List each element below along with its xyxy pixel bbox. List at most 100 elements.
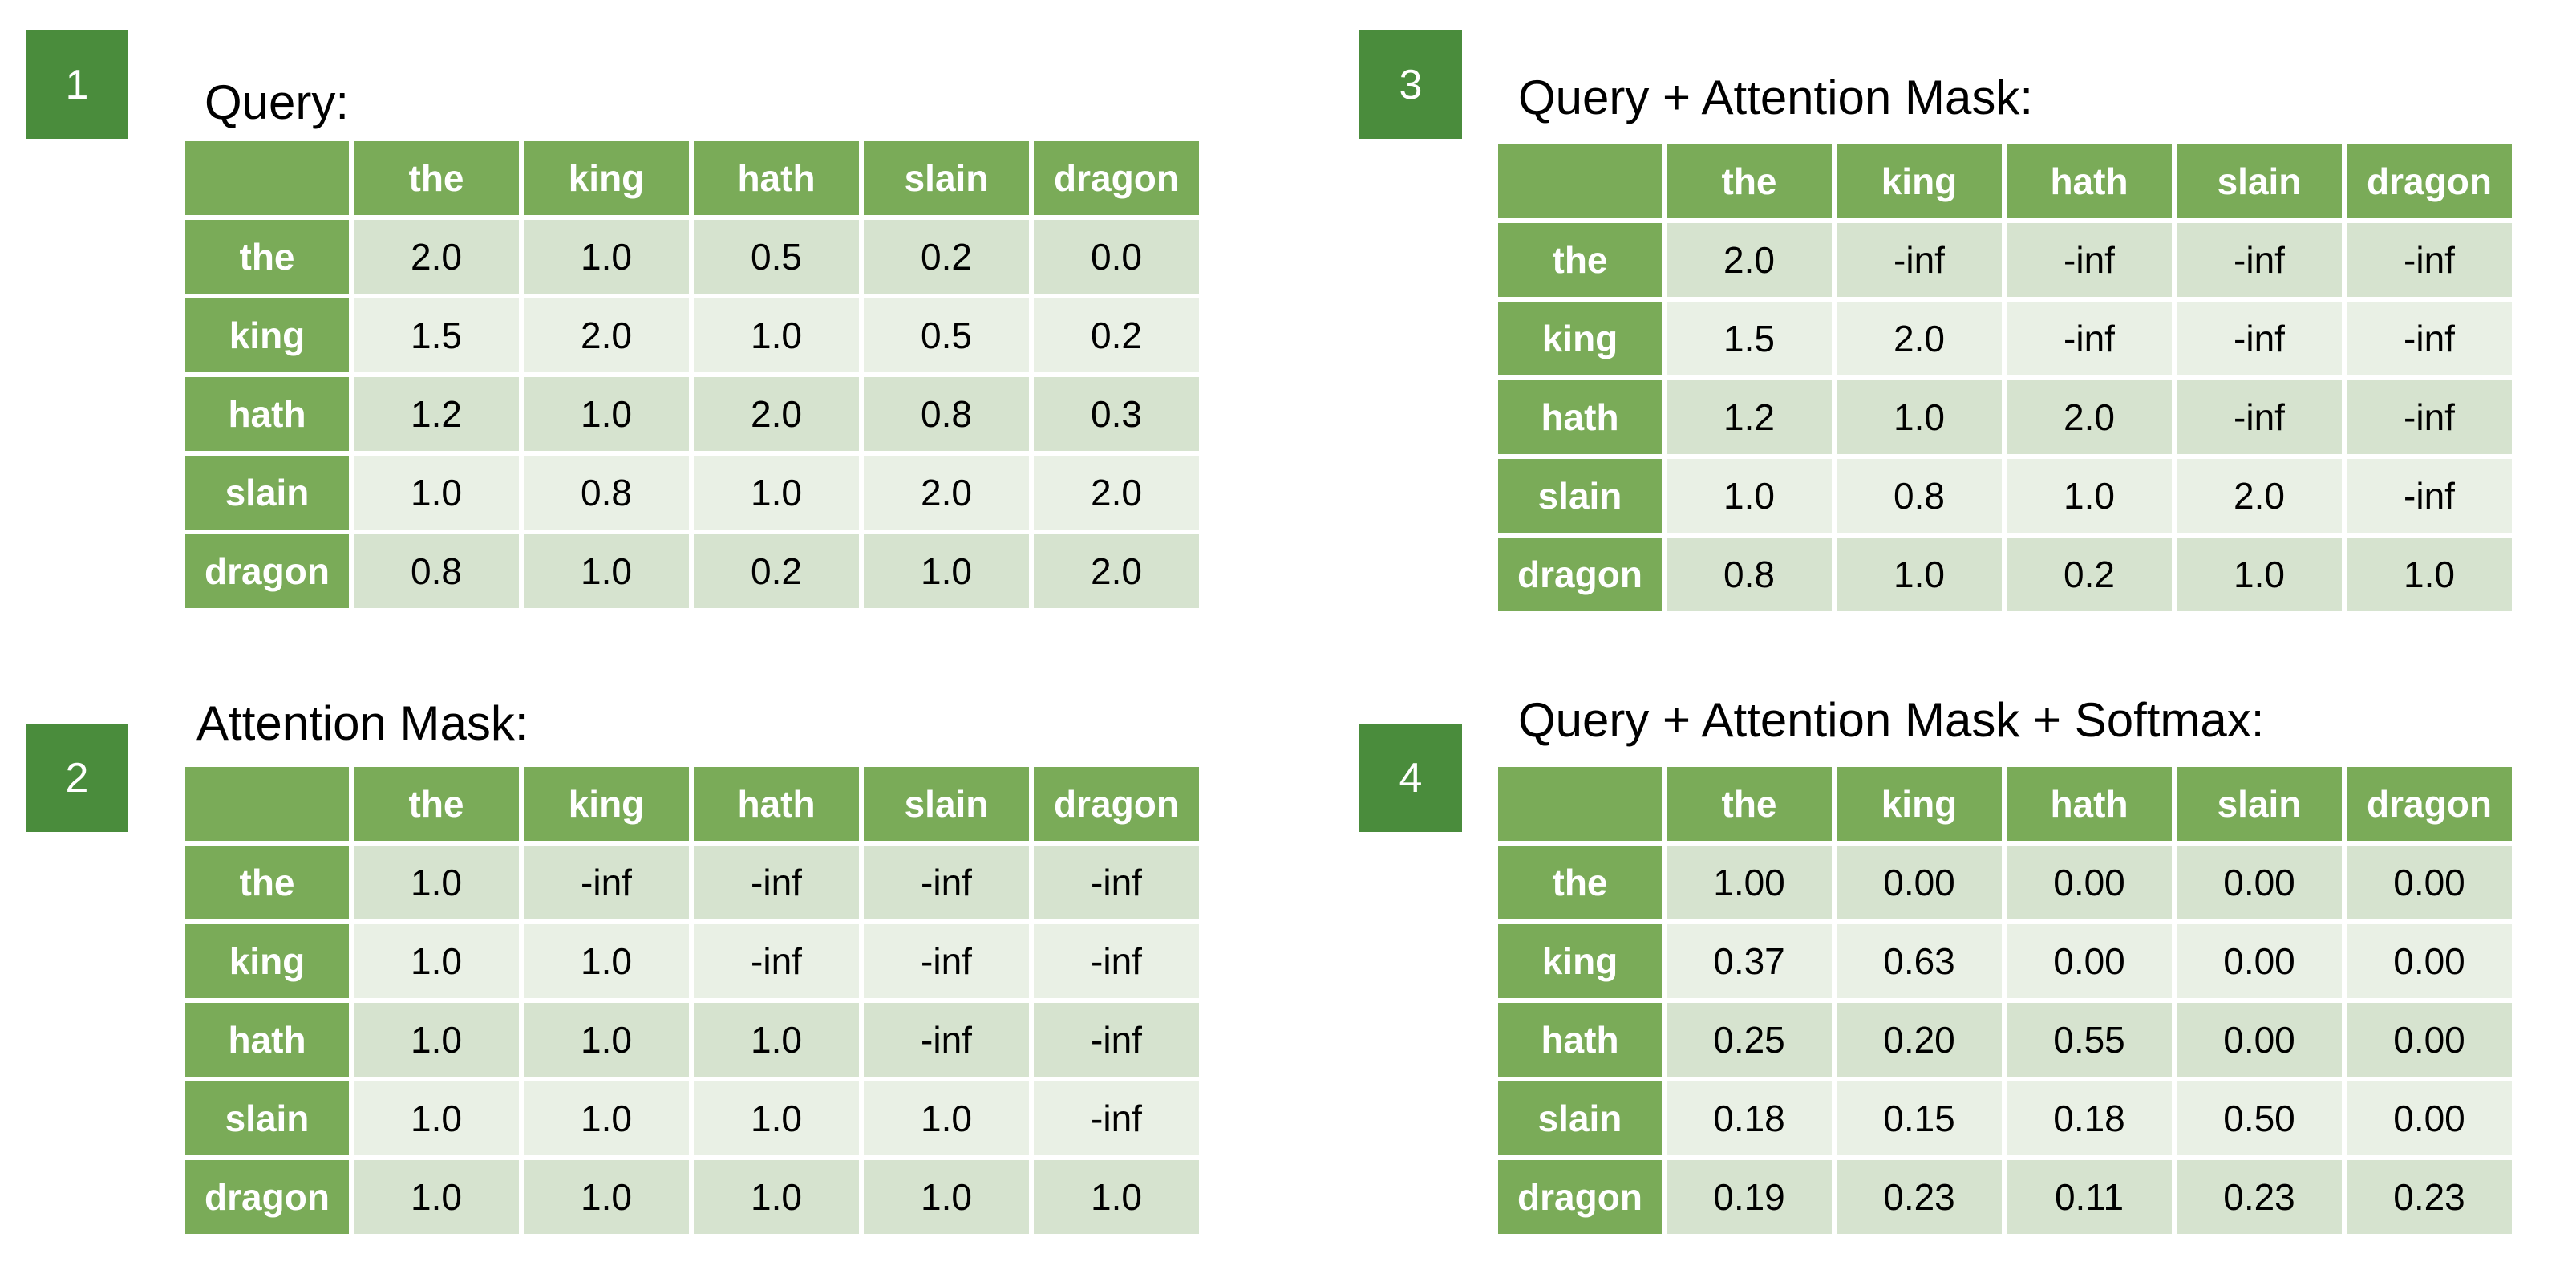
row-header: the <box>1498 223 1662 297</box>
matrix-cell: 0.5 <box>694 220 859 294</box>
matrix-cell: 1.0 <box>354 456 519 530</box>
matrix-cell: -inf <box>2177 302 2342 375</box>
table-row: dragon 0.8 1.0 0.2 1.0 1.0 <box>1498 538 2512 611</box>
query-matrix-table: the king hath slain dragon the 2.0 1.0 0.5 0.2 0.0… <box>180 136 1204 613</box>
matrix-cell: 0.23 <box>2347 1160 2512 1234</box>
matrix-cell: -inf <box>864 846 1029 919</box>
column-header: dragon <box>1034 767 1199 841</box>
matrix-cell: 1.0 <box>524 1003 689 1077</box>
matrix-cell: -inf <box>2177 223 2342 297</box>
panel-title: Query + Attention Mask + Softmax: <box>1518 693 2265 747</box>
matrix-cell: -inf <box>2347 380 2512 454</box>
column-header: the <box>354 767 519 841</box>
matrix-cell: 1.0 <box>354 924 519 998</box>
query-plus-mask-matrix-table: the king hath slain dragon the 2.0 -inf -inf -inf… <box>1493 140 2517 616</box>
matrix-cell: 0.55 <box>2007 1003 2172 1077</box>
matrix-cell: 0.50 <box>2177 1081 2342 1155</box>
column-header: king <box>1837 767 2002 841</box>
matrix-cell: 1.0 <box>694 1081 859 1155</box>
column-header: slain <box>864 141 1029 215</box>
table-row: hath 1.2 1.0 2.0 0.8 0.3 <box>185 377 1199 451</box>
column-header: slain <box>2177 144 2342 218</box>
matrix-cell: 1.0 <box>1667 459 1832 533</box>
column-header: king <box>524 767 689 841</box>
matrix-cell: 0.00 <box>2177 846 2342 919</box>
row-header: slain <box>1498 459 1662 533</box>
matrix-cell: 1.0 <box>524 534 689 608</box>
matrix-cell: 1.0 <box>524 924 689 998</box>
matrix-cell: 2.0 <box>1667 223 1832 297</box>
table-row: the 2.0 1.0 0.5 0.2 0.0 <box>185 220 1199 294</box>
matrix-cell: 1.0 <box>864 1160 1029 1234</box>
row-header: dragon <box>1498 1160 1662 1234</box>
matrix-cell: 0.00 <box>2177 1003 2342 1077</box>
column-header: the <box>1667 144 1832 218</box>
matrix-cell: 1.0 <box>864 534 1029 608</box>
column-header: the <box>1667 767 1832 841</box>
table-row: hath 1.2 1.0 2.0 -inf -inf <box>1498 380 2512 454</box>
matrix-cell: 1.0 <box>1034 1160 1199 1234</box>
matrix-cell: 1.2 <box>354 377 519 451</box>
matrix-cell: 1.0 <box>524 1081 689 1155</box>
matrix-cell: 1.0 <box>354 1003 519 1077</box>
corner-cell <box>1498 767 1662 841</box>
attention-mask-matrix-table: the king hath slain dragon the 1.0 -inf -inf -inf… <box>180 762 1204 1239</box>
matrix-cell: 2.0 <box>1034 534 1199 608</box>
table-row: the 1.0 -inf -inf -inf -inf <box>185 846 1199 919</box>
matrix-cell: 0.20 <box>1837 1003 2002 1077</box>
matrix-cell: 0.37 <box>1667 924 1832 998</box>
matrix-cell: 1.0 <box>2177 538 2342 611</box>
matrix-cell: 2.0 <box>524 298 689 372</box>
column-header: king <box>524 141 689 215</box>
row-header: slain <box>185 1081 349 1155</box>
panel-number-badge: 3 <box>1359 30 1462 139</box>
table-row: dragon 0.8 1.0 0.2 1.0 2.0 <box>185 534 1199 608</box>
matrix-cell: 1.0 <box>864 1081 1029 1155</box>
matrix-cell: 0.23 <box>1837 1160 2002 1234</box>
column-header: dragon <box>2347 767 2512 841</box>
column-header: king <box>1837 144 2002 218</box>
matrix-cell: -inf <box>1837 223 2002 297</box>
matrix-cell: 1.0 <box>1837 538 2002 611</box>
matrix-cell: -inf <box>2007 302 2172 375</box>
column-header: slain <box>864 767 1029 841</box>
matrix-cell: -inf <box>1034 924 1199 998</box>
matrix-cell: -inf <box>694 924 859 998</box>
matrix-cell: -inf <box>2347 223 2512 297</box>
table-row: hath 1.0 1.0 1.0 -inf -inf <box>185 1003 1199 1077</box>
row-header: hath <box>185 377 349 451</box>
row-header: king <box>1498 302 1662 375</box>
matrix-cell: 0.2 <box>2007 538 2172 611</box>
header-row: the king hath slain dragon <box>1498 144 2512 218</box>
header-row: the king hath slain dragon <box>1498 767 2512 841</box>
table-row: the 2.0 -inf -inf -inf -inf <box>1498 223 2512 297</box>
row-header: the <box>1498 846 1662 919</box>
table-row: slain 0.18 0.15 0.18 0.50 0.00 <box>1498 1081 2512 1155</box>
matrix-cell: 1.0 <box>524 220 689 294</box>
row-header: hath <box>1498 1003 1662 1077</box>
matrix-cell: 0.00 <box>2007 924 2172 998</box>
matrix-cell: 0.2 <box>694 534 859 608</box>
matrix-cell: 1.0 <box>694 1160 859 1234</box>
header-row: the king hath slain dragon <box>185 767 1199 841</box>
matrix-cell: 1.0 <box>1837 380 2002 454</box>
corner-cell <box>185 767 349 841</box>
table-row: dragon 0.19 0.23 0.11 0.23 0.23 <box>1498 1160 2512 1234</box>
matrix-cell: 1.5 <box>354 298 519 372</box>
table-row: the 1.00 0.00 0.00 0.00 0.00 <box>1498 846 2512 919</box>
row-header: hath <box>185 1003 349 1077</box>
table-row: king 1.5 2.0 1.0 0.5 0.2 <box>185 298 1199 372</box>
column-header: hath <box>2007 767 2172 841</box>
matrix-cell: -inf <box>524 846 689 919</box>
column-header: dragon <box>2347 144 2512 218</box>
matrix-cell: 0.19 <box>1667 1160 1832 1234</box>
matrix-cell: 1.5 <box>1667 302 1832 375</box>
matrix-cell: 0.00 <box>2007 846 2172 919</box>
matrix-cell: 0.2 <box>864 220 1029 294</box>
table-row: king 1.5 2.0 -inf -inf -inf <box>1498 302 2512 375</box>
matrix-cell: 0.8 <box>1837 459 2002 533</box>
column-header: the <box>354 141 519 215</box>
matrix-cell: 0.25 <box>1667 1003 1832 1077</box>
matrix-cell: 1.0 <box>694 298 859 372</box>
matrix-cell: 0.15 <box>1837 1081 2002 1155</box>
